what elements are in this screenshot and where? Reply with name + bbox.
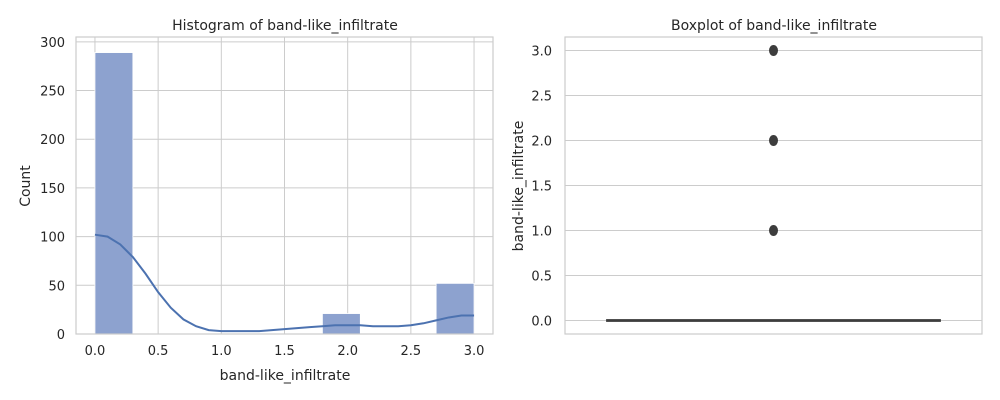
y-tick-label: 300 (40, 36, 65, 51)
outlier-point (769, 135, 778, 146)
boxplot-grid (565, 50, 982, 321)
histogram-frame (75, 36, 494, 335)
y-tick-label: 1.0 (531, 225, 552, 240)
x-tick-label: 1.0 (211, 344, 232, 359)
boxplot-elements (606, 45, 941, 322)
y-tick-label: 50 (48, 279, 65, 294)
x-tick-label: 1.5 (274, 344, 295, 359)
histogram-bar (435, 282, 475, 335)
x-tick-label: 0.0 (85, 344, 106, 359)
histogram-y-axis-label: Count (18, 165, 34, 207)
y-tick-label: 3.0 (531, 45, 552, 60)
boxplot-frame (564, 36, 983, 335)
outlier-point (769, 225, 778, 236)
x-tick-label: 0.5 (148, 344, 169, 359)
y-tick-label: 100 (40, 231, 65, 246)
y-tick-label: 2.0 (531, 135, 552, 150)
y-tick-label: 2.5 (531, 90, 552, 105)
histogram-bar (94, 52, 134, 335)
boxplot-y-axis-label: band-like_infiltrate (511, 121, 527, 252)
histogram-x-tick-labels: 0.0 0.5 1.0 1.5 2.0 2.5 3.0 (85, 344, 485, 359)
y-tick-label: 0.5 (531, 270, 552, 285)
kde-curve (94, 233, 475, 333)
y-tick-label: 0.0 (531, 315, 552, 330)
histogram-bars (94, 52, 475, 335)
y-tick-label: 0 (57, 328, 65, 343)
histogram-grid (76, 37, 493, 335)
y-tick-label: 200 (40, 133, 65, 148)
histogram-y-tick-labels: 0 50 100 150 200 250 300 (40, 36, 65, 343)
y-tick-label: 250 (40, 85, 65, 100)
x-tick-label: 2.5 (401, 344, 422, 359)
boxplot-panel: Boxplot of band-like_infiltrate 0.0 0.5 1.… (511, 18, 983, 335)
histogram-title: Histogram of band-like_infiltrate (172, 18, 398, 34)
boxplot-title: Boxplot of band-like_infiltrate (671, 18, 877, 34)
x-tick-label: 2.0 (337, 344, 358, 359)
boxplot-y-tick-labels: 0.0 0.5 1.0 1.5 2.0 2.5 3.0 (531, 45, 552, 330)
x-tick-label: 3.0 (464, 344, 485, 359)
histogram-bar (322, 313, 361, 335)
outlier-point (769, 45, 778, 56)
y-tick-label: 1.5 (531, 180, 552, 195)
y-tick-label: 150 (40, 182, 65, 197)
histogram-panel: Histogram of band-like_infiltrate 0.0 0.5… (18, 18, 494, 384)
histogram-x-axis-label: band-like_infiltrate (220, 368, 351, 384)
